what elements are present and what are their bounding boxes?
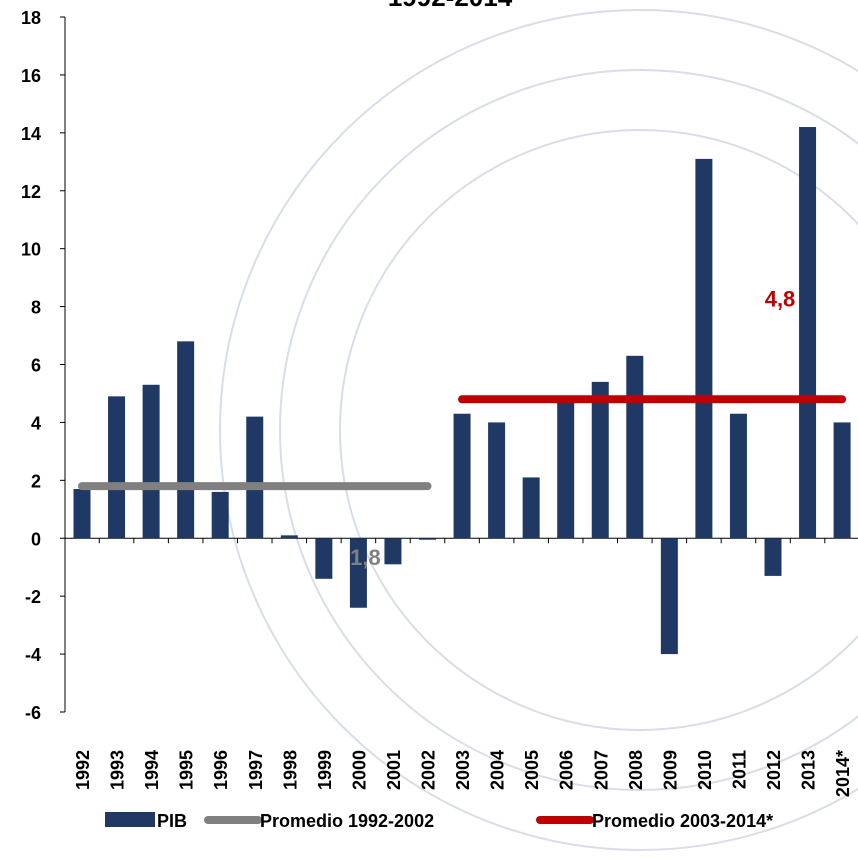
bar xyxy=(591,381,609,539)
x-tick-label: 2007 xyxy=(591,750,611,790)
bar xyxy=(729,413,747,539)
y-tick-label: 10 xyxy=(21,240,41,260)
bar xyxy=(419,538,436,540)
legend-label: Promedio 2003-2014* xyxy=(592,811,773,831)
x-tick-label: 2005 xyxy=(522,750,542,790)
bar xyxy=(557,402,575,539)
y-tick-label: -2 xyxy=(25,587,41,607)
value-label: 4,8 xyxy=(765,286,796,311)
bar xyxy=(833,422,851,539)
y-tick-label: 16 xyxy=(21,66,41,86)
bar xyxy=(211,491,229,539)
y-tick-label: 2 xyxy=(31,471,41,491)
x-tick-label: 1992 xyxy=(73,750,93,790)
x-tick-label: 2011 xyxy=(729,750,749,789)
chart-title: 1992-2014 xyxy=(388,0,513,12)
y-tick-label: 12 xyxy=(21,182,41,202)
legend-swatch xyxy=(105,812,155,827)
x-tick-label: 2003 xyxy=(453,750,473,790)
y-tick-label: 6 xyxy=(31,356,41,376)
x-tick-label: 2010 xyxy=(695,750,715,790)
x-tick-label: 2002 xyxy=(419,750,439,790)
bar xyxy=(142,384,160,539)
x-tick-label: 2006 xyxy=(557,750,577,790)
y-tick-label: -4 xyxy=(25,645,41,665)
x-tick-label: 1994 xyxy=(142,750,162,790)
x-tick-label: 2000 xyxy=(349,750,369,790)
bar xyxy=(799,127,817,539)
bar xyxy=(522,477,540,539)
x-tick-label: 2009 xyxy=(660,750,680,790)
y-tick-label: 0 xyxy=(31,529,41,549)
value-label: 1,8 xyxy=(350,545,381,570)
legend-label: Promedio 1992-2002 xyxy=(260,811,434,831)
x-tick-label: 2012 xyxy=(764,750,784,790)
y-tick-label: 14 xyxy=(21,124,41,144)
y-tick-label: 4 xyxy=(31,413,41,433)
bar xyxy=(108,396,126,539)
y-tick-label: 8 xyxy=(31,298,41,318)
bar xyxy=(280,535,298,539)
bar xyxy=(73,489,91,539)
bar xyxy=(626,355,644,539)
bar xyxy=(488,422,506,539)
x-tick-label: 2004 xyxy=(488,750,508,790)
x-tick-label: 1997 xyxy=(246,750,266,790)
x-tick-label: 2008 xyxy=(626,750,646,790)
y-tick-label: 18 xyxy=(21,8,41,28)
bar xyxy=(246,416,264,539)
x-tick-label: 1996 xyxy=(211,750,231,790)
x-tick-label: 1999 xyxy=(315,750,335,790)
bar xyxy=(764,538,782,576)
bar xyxy=(349,538,367,608)
x-tick-label: 2014* xyxy=(833,750,853,797)
x-tick-label: 2001 xyxy=(384,750,404,790)
bar xyxy=(660,538,678,655)
bar xyxy=(315,538,333,579)
bar xyxy=(177,341,195,539)
bar xyxy=(453,413,471,539)
x-tick-label: 1998 xyxy=(280,750,300,790)
y-tick-label: -6 xyxy=(25,703,41,723)
x-tick-label: 1993 xyxy=(108,750,128,790)
watermark xyxy=(219,9,858,851)
x-tick-label: 2013 xyxy=(799,750,819,790)
bar xyxy=(384,538,402,565)
bar xyxy=(695,158,713,539)
legend-label: PIB xyxy=(157,811,187,831)
x-tick-label: 1995 xyxy=(177,750,197,790)
